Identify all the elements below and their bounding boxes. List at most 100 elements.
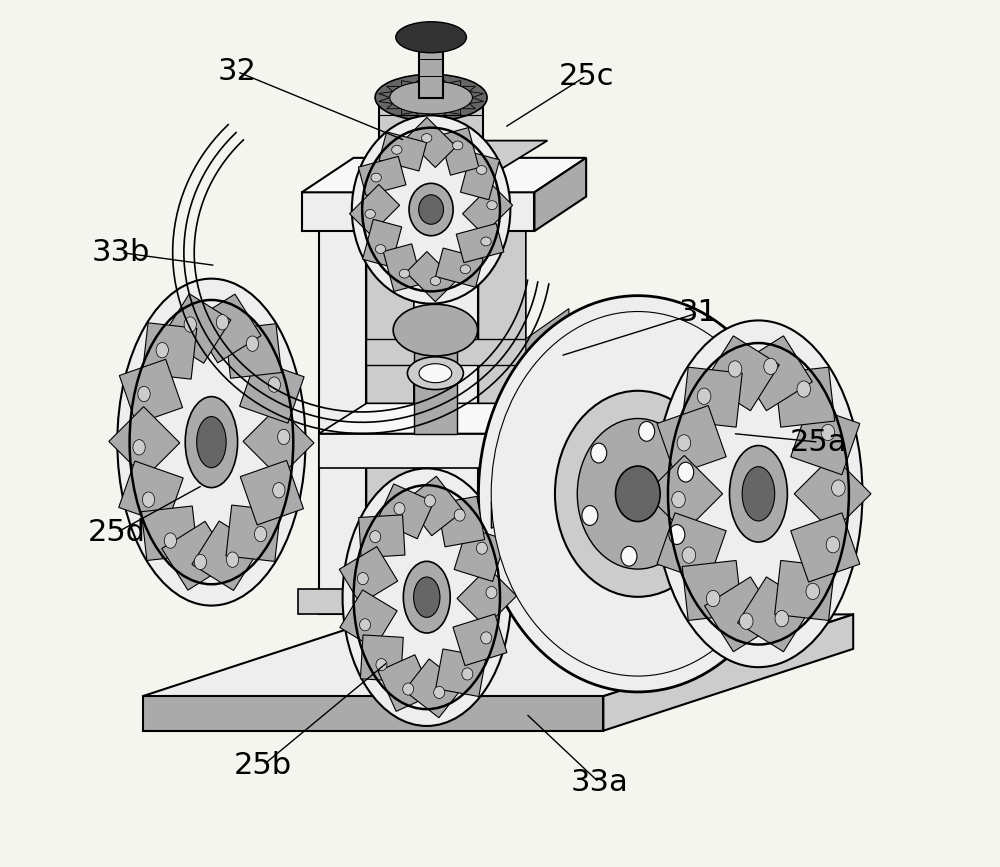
Ellipse shape xyxy=(156,342,168,358)
Ellipse shape xyxy=(419,364,452,382)
Polygon shape xyxy=(646,455,723,532)
Ellipse shape xyxy=(142,492,155,507)
Polygon shape xyxy=(460,153,500,199)
Polygon shape xyxy=(454,33,465,37)
Ellipse shape xyxy=(775,610,789,627)
Polygon shape xyxy=(363,219,402,267)
Polygon shape xyxy=(143,696,603,731)
Ellipse shape xyxy=(273,483,285,498)
Polygon shape xyxy=(437,497,485,547)
Polygon shape xyxy=(425,48,437,52)
Ellipse shape xyxy=(226,552,239,567)
Polygon shape xyxy=(350,185,400,235)
Polygon shape xyxy=(414,330,457,434)
Polygon shape xyxy=(379,97,483,175)
Ellipse shape xyxy=(434,687,445,699)
Ellipse shape xyxy=(491,311,784,676)
Polygon shape xyxy=(435,308,447,315)
Text: 33a: 33a xyxy=(570,768,628,797)
Ellipse shape xyxy=(481,632,492,644)
Ellipse shape xyxy=(370,531,381,543)
Polygon shape xyxy=(225,323,281,378)
Polygon shape xyxy=(379,132,427,171)
Ellipse shape xyxy=(268,377,280,392)
Polygon shape xyxy=(401,81,415,87)
Polygon shape xyxy=(395,323,407,330)
Polygon shape xyxy=(419,37,443,97)
Ellipse shape xyxy=(278,429,290,445)
Polygon shape xyxy=(437,46,447,50)
Polygon shape xyxy=(302,192,534,231)
Polygon shape xyxy=(431,78,447,83)
Polygon shape xyxy=(437,24,447,29)
Polygon shape xyxy=(406,251,456,302)
Polygon shape xyxy=(387,103,402,109)
Ellipse shape xyxy=(677,434,691,451)
Polygon shape xyxy=(319,210,366,615)
Polygon shape xyxy=(397,33,408,37)
Polygon shape xyxy=(302,158,586,192)
Ellipse shape xyxy=(616,466,660,522)
Ellipse shape xyxy=(678,462,694,482)
Polygon shape xyxy=(657,513,726,582)
Polygon shape xyxy=(478,175,526,615)
Ellipse shape xyxy=(352,115,510,303)
Polygon shape xyxy=(603,615,853,731)
Polygon shape xyxy=(366,175,491,192)
Polygon shape xyxy=(379,97,393,103)
Polygon shape xyxy=(141,506,198,560)
Polygon shape xyxy=(366,339,526,365)
Ellipse shape xyxy=(393,304,478,356)
Polygon shape xyxy=(526,309,569,365)
Ellipse shape xyxy=(697,388,711,404)
Polygon shape xyxy=(491,468,556,528)
Ellipse shape xyxy=(476,542,487,554)
Ellipse shape xyxy=(591,443,607,463)
Ellipse shape xyxy=(487,201,497,210)
Polygon shape xyxy=(401,317,413,323)
Ellipse shape xyxy=(394,503,405,515)
Polygon shape xyxy=(460,103,475,109)
Polygon shape xyxy=(447,29,458,33)
Polygon shape xyxy=(358,156,406,196)
Polygon shape xyxy=(463,185,513,235)
Ellipse shape xyxy=(481,237,491,246)
Polygon shape xyxy=(791,406,860,475)
Polygon shape xyxy=(453,614,507,666)
Ellipse shape xyxy=(360,619,371,631)
Ellipse shape xyxy=(621,546,637,566)
Polygon shape xyxy=(738,577,812,652)
Ellipse shape xyxy=(184,317,196,332)
Text: 25d: 25d xyxy=(88,518,146,547)
Ellipse shape xyxy=(376,659,387,671)
Polygon shape xyxy=(240,460,304,525)
Polygon shape xyxy=(457,567,517,627)
Ellipse shape xyxy=(371,173,381,182)
Polygon shape xyxy=(192,294,261,363)
Polygon shape xyxy=(339,546,398,603)
Text: 25a: 25a xyxy=(790,427,847,457)
Ellipse shape xyxy=(185,396,238,487)
Polygon shape xyxy=(379,92,393,97)
Text: 33b: 33b xyxy=(92,238,150,267)
Polygon shape xyxy=(464,323,476,330)
Ellipse shape xyxy=(555,391,721,596)
Polygon shape xyxy=(366,175,414,615)
Polygon shape xyxy=(378,655,433,711)
Polygon shape xyxy=(401,108,415,114)
Ellipse shape xyxy=(682,547,696,564)
Text: 25c: 25c xyxy=(558,62,614,90)
Ellipse shape xyxy=(138,387,150,401)
Ellipse shape xyxy=(669,525,685,544)
Polygon shape xyxy=(226,505,281,562)
Ellipse shape xyxy=(454,509,465,521)
Ellipse shape xyxy=(343,468,511,726)
Ellipse shape xyxy=(430,277,441,285)
Polygon shape xyxy=(405,476,463,536)
Polygon shape xyxy=(415,112,431,117)
Polygon shape xyxy=(682,560,742,621)
Polygon shape xyxy=(775,367,835,427)
Ellipse shape xyxy=(729,446,787,542)
Polygon shape xyxy=(415,78,431,83)
Polygon shape xyxy=(431,112,447,117)
